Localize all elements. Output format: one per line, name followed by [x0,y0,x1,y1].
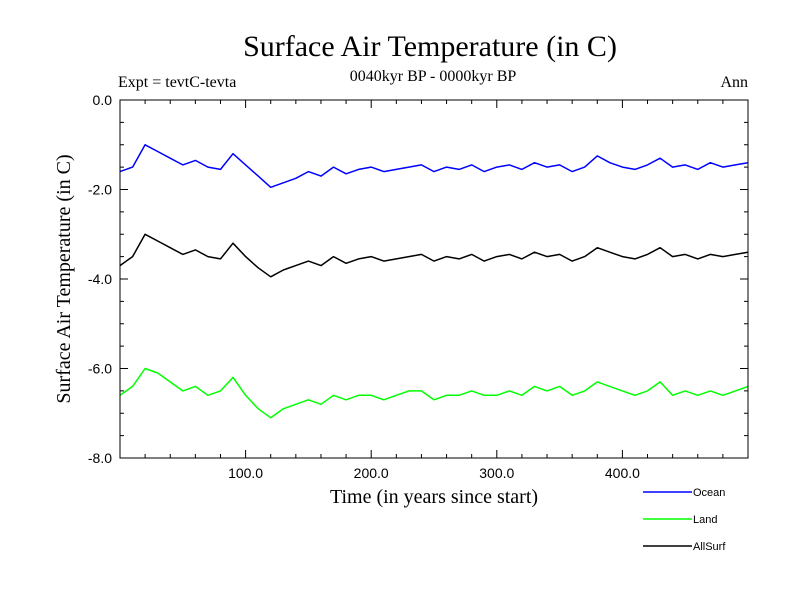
chart-subtitle: 0040kyr BP - 0000kyr BP [350,68,517,85]
series-layer [120,144,748,419]
x-tick-label: 200.0 [354,465,389,481]
x-axis-label: Time (in years since start) [330,486,538,508]
y-tick-label: -8.0 [88,450,112,466]
x-tick-label: 400.0 [605,465,640,481]
y-tick-label: -2.0 [88,182,112,198]
y-axis-label: Surface Air Temperature (in C) [53,154,75,403]
y-tick-label: -6.0 [88,361,112,377]
x-tick-label: 300.0 [479,465,514,481]
ticks-layer: 100.0 200.0 300.0 400.0 0.0 -2.0 -4.0 -6.0 -8.0 [88,92,748,481]
y-tick-label: -4.0 [88,271,112,287]
chart-title: Surface Air Temperature (in C) [243,30,617,63]
series-line-ocean [120,144,748,189]
legend-label-ocean: Ocean [693,487,725,499]
x-tick-label: 100.0 [228,465,263,481]
series-line-land [120,367,748,419]
legend-label-land: Land [693,514,717,526]
plot-frame [119,99,749,459]
legend-label-allsurf: AllSurf [693,541,726,553]
y-tick-label: 0.0 [93,92,113,108]
experiment-label: Expt = tevtC-tevta [118,74,236,91]
legend: Ocean Land AllSurf [643,487,726,553]
series-line-allsurf [120,233,748,278]
season-label: Ann [720,74,748,91]
